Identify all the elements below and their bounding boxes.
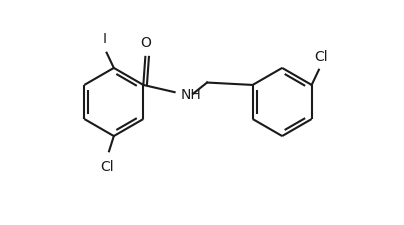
Text: Cl: Cl [100, 160, 114, 173]
Text: Cl: Cl [314, 49, 328, 63]
Text: O: O [141, 36, 152, 50]
Text: NH: NH [180, 87, 201, 101]
Text: I: I [103, 32, 107, 46]
